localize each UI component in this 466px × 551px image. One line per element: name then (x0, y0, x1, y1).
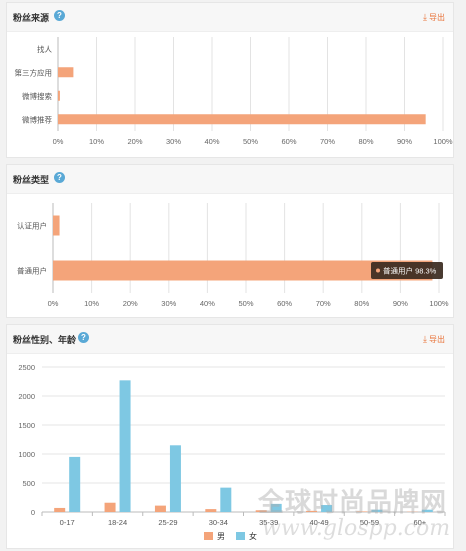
y-tick-label: 2000 (18, 392, 35, 401)
x-tick-label: 50% (238, 299, 253, 308)
panel-header: 粉丝类型 ? (7, 165, 453, 194)
export-label: 导出 (429, 335, 445, 344)
watermark-text: 全球时尚品牌网 (258, 488, 448, 518)
export-label: 导出 (429, 13, 445, 22)
x-tick-label: 90% (397, 137, 412, 146)
fans-source-panel: 粉丝来源 ? ⤓ 导出 0% 10% 20% 30% 40% 50% 60% 70% 80% 90%… (6, 2, 454, 158)
tooltip-text: 普通用户 98.3% (383, 266, 437, 276)
x-tick-label: 0% (53, 137, 64, 146)
x-tick-label: 18-24 (108, 518, 127, 527)
fans-gender-age-panel: 粉丝性别、年龄 ? ⤓ 导出 0 500 1000 1500 2000 2500 0-17 18… (6, 324, 454, 549)
bar-male (205, 509, 217, 512)
tooltip-dot (376, 268, 380, 273)
x-tick-label: 80% (358, 137, 373, 146)
help-icon[interactable]: ? (54, 10, 65, 21)
category-label: 普通用户 (17, 266, 47, 276)
tooltip-box (371, 262, 443, 279)
download-icon: ⤓ (423, 334, 427, 344)
fans-source-chart: 0% 10% 20% 30% 40% 50% 60% 70% 80% 90% 100% 找人第三方应用… (15, 37, 453, 146)
category-label: 微博推荐 (22, 114, 52, 124)
download-icon: ⤓ (423, 12, 427, 22)
x-tick-label: 60+ (413, 518, 426, 527)
x-tick-label: 0% (48, 299, 59, 308)
x-tick-label: 20% (127, 137, 142, 146)
x-tick-label: 10% (89, 137, 104, 146)
bar-male (306, 510, 318, 512)
x-tick-label: 50% (243, 137, 258, 146)
legend-swatch (236, 532, 245, 540)
x-tick-label: 30% (161, 299, 176, 308)
y-tick-label: 2500 (18, 363, 35, 372)
y-tick-label: 500 (22, 479, 35, 488)
y-tick-label: 0 (31, 508, 35, 517)
help-icon[interactable]: ? (78, 332, 89, 343)
bar-female (220, 487, 232, 512)
y-tick-label: 1500 (18, 421, 35, 430)
fans-gender-age-chart: 0 500 1000 1500 2000 2500 0-17 18-24 25-29 30-34 3… (18, 363, 446, 541)
x-tick-label: 30% (166, 137, 181, 146)
x-tick-label: 40% (204, 137, 219, 146)
bar-female (119, 380, 131, 512)
bar (58, 67, 74, 78)
x-tick-label: 50-59 (360, 518, 379, 527)
x-tick-label: 40% (200, 299, 215, 308)
x-tick-label: 100% (433, 137, 453, 146)
category-label: 第三方应用 (15, 67, 53, 77)
x-tick-label: 90% (393, 299, 408, 308)
watermark-url: www.glospp.com (262, 516, 451, 541)
bar-male (54, 507, 66, 512)
bar-female (421, 509, 433, 512)
bar-female (321, 505, 333, 512)
bar-female (371, 509, 383, 512)
x-tick-label: 70% (320, 137, 335, 146)
panel-title: 粉丝类型 (13, 175, 50, 185)
export-button[interactable]: ⤓ 导出 (423, 334, 445, 345)
bar (58, 90, 60, 101)
bar-male (154, 505, 166, 512)
x-tick-label: 40-49 (309, 518, 328, 527)
panel-title: 粉丝来源 (13, 13, 50, 23)
legend-label: 女 (249, 531, 257, 541)
export-button[interactable]: ⤓ 导出 (423, 12, 445, 23)
x-tick-label: 30-34 (209, 518, 228, 527)
fans-type-chart: 0% 10% 20% 30% 40% 50% 60% 70% 80% 90% 100% 认证用户普通用… (17, 203, 449, 308)
x-tick-label: 25-29 (158, 518, 177, 527)
x-tick-label: 80% (354, 299, 369, 308)
bar-female (169, 445, 181, 512)
x-tick-label: 35-39 (259, 518, 278, 527)
bar-female (69, 456, 81, 512)
bar (53, 260, 433, 281)
bar-male (104, 502, 116, 512)
panel-header: 粉丝来源 ? ⤓ 导出 (7, 3, 453, 32)
category-label: 认证用户 (17, 221, 47, 231)
x-tick-label: 20% (123, 299, 138, 308)
legend-swatch (204, 532, 213, 540)
bar (53, 215, 60, 236)
x-tick-label: 60% (281, 137, 296, 146)
x-tick-label: 10% (84, 299, 99, 308)
x-tick-label: 0-17 (60, 518, 75, 527)
x-tick-label: 100% (429, 299, 449, 308)
legend-label: 男 (217, 532, 225, 541)
bar-male (255, 510, 267, 512)
bar (58, 114, 426, 125)
bar-female (270, 503, 282, 512)
category-label: 找人 (37, 44, 52, 54)
panel-header: 粉丝性别、年龄 ? ⤓ 导出 (7, 325, 453, 354)
fans-type-panel: 粉丝类型 ? 0% 10% 20% 30% 40% 50% 60% 70% 80% 90% 100%… (6, 164, 454, 318)
x-tick-label: 60% (277, 299, 292, 308)
panel-title: 粉丝性别、年龄 (13, 335, 77, 345)
y-tick-label: 1000 (18, 450, 35, 459)
x-tick-label: 70% (316, 299, 331, 308)
bar-male (356, 511, 368, 512)
help-icon[interactable]: ? (54, 172, 65, 183)
category-label: 微博搜索 (22, 91, 52, 101)
